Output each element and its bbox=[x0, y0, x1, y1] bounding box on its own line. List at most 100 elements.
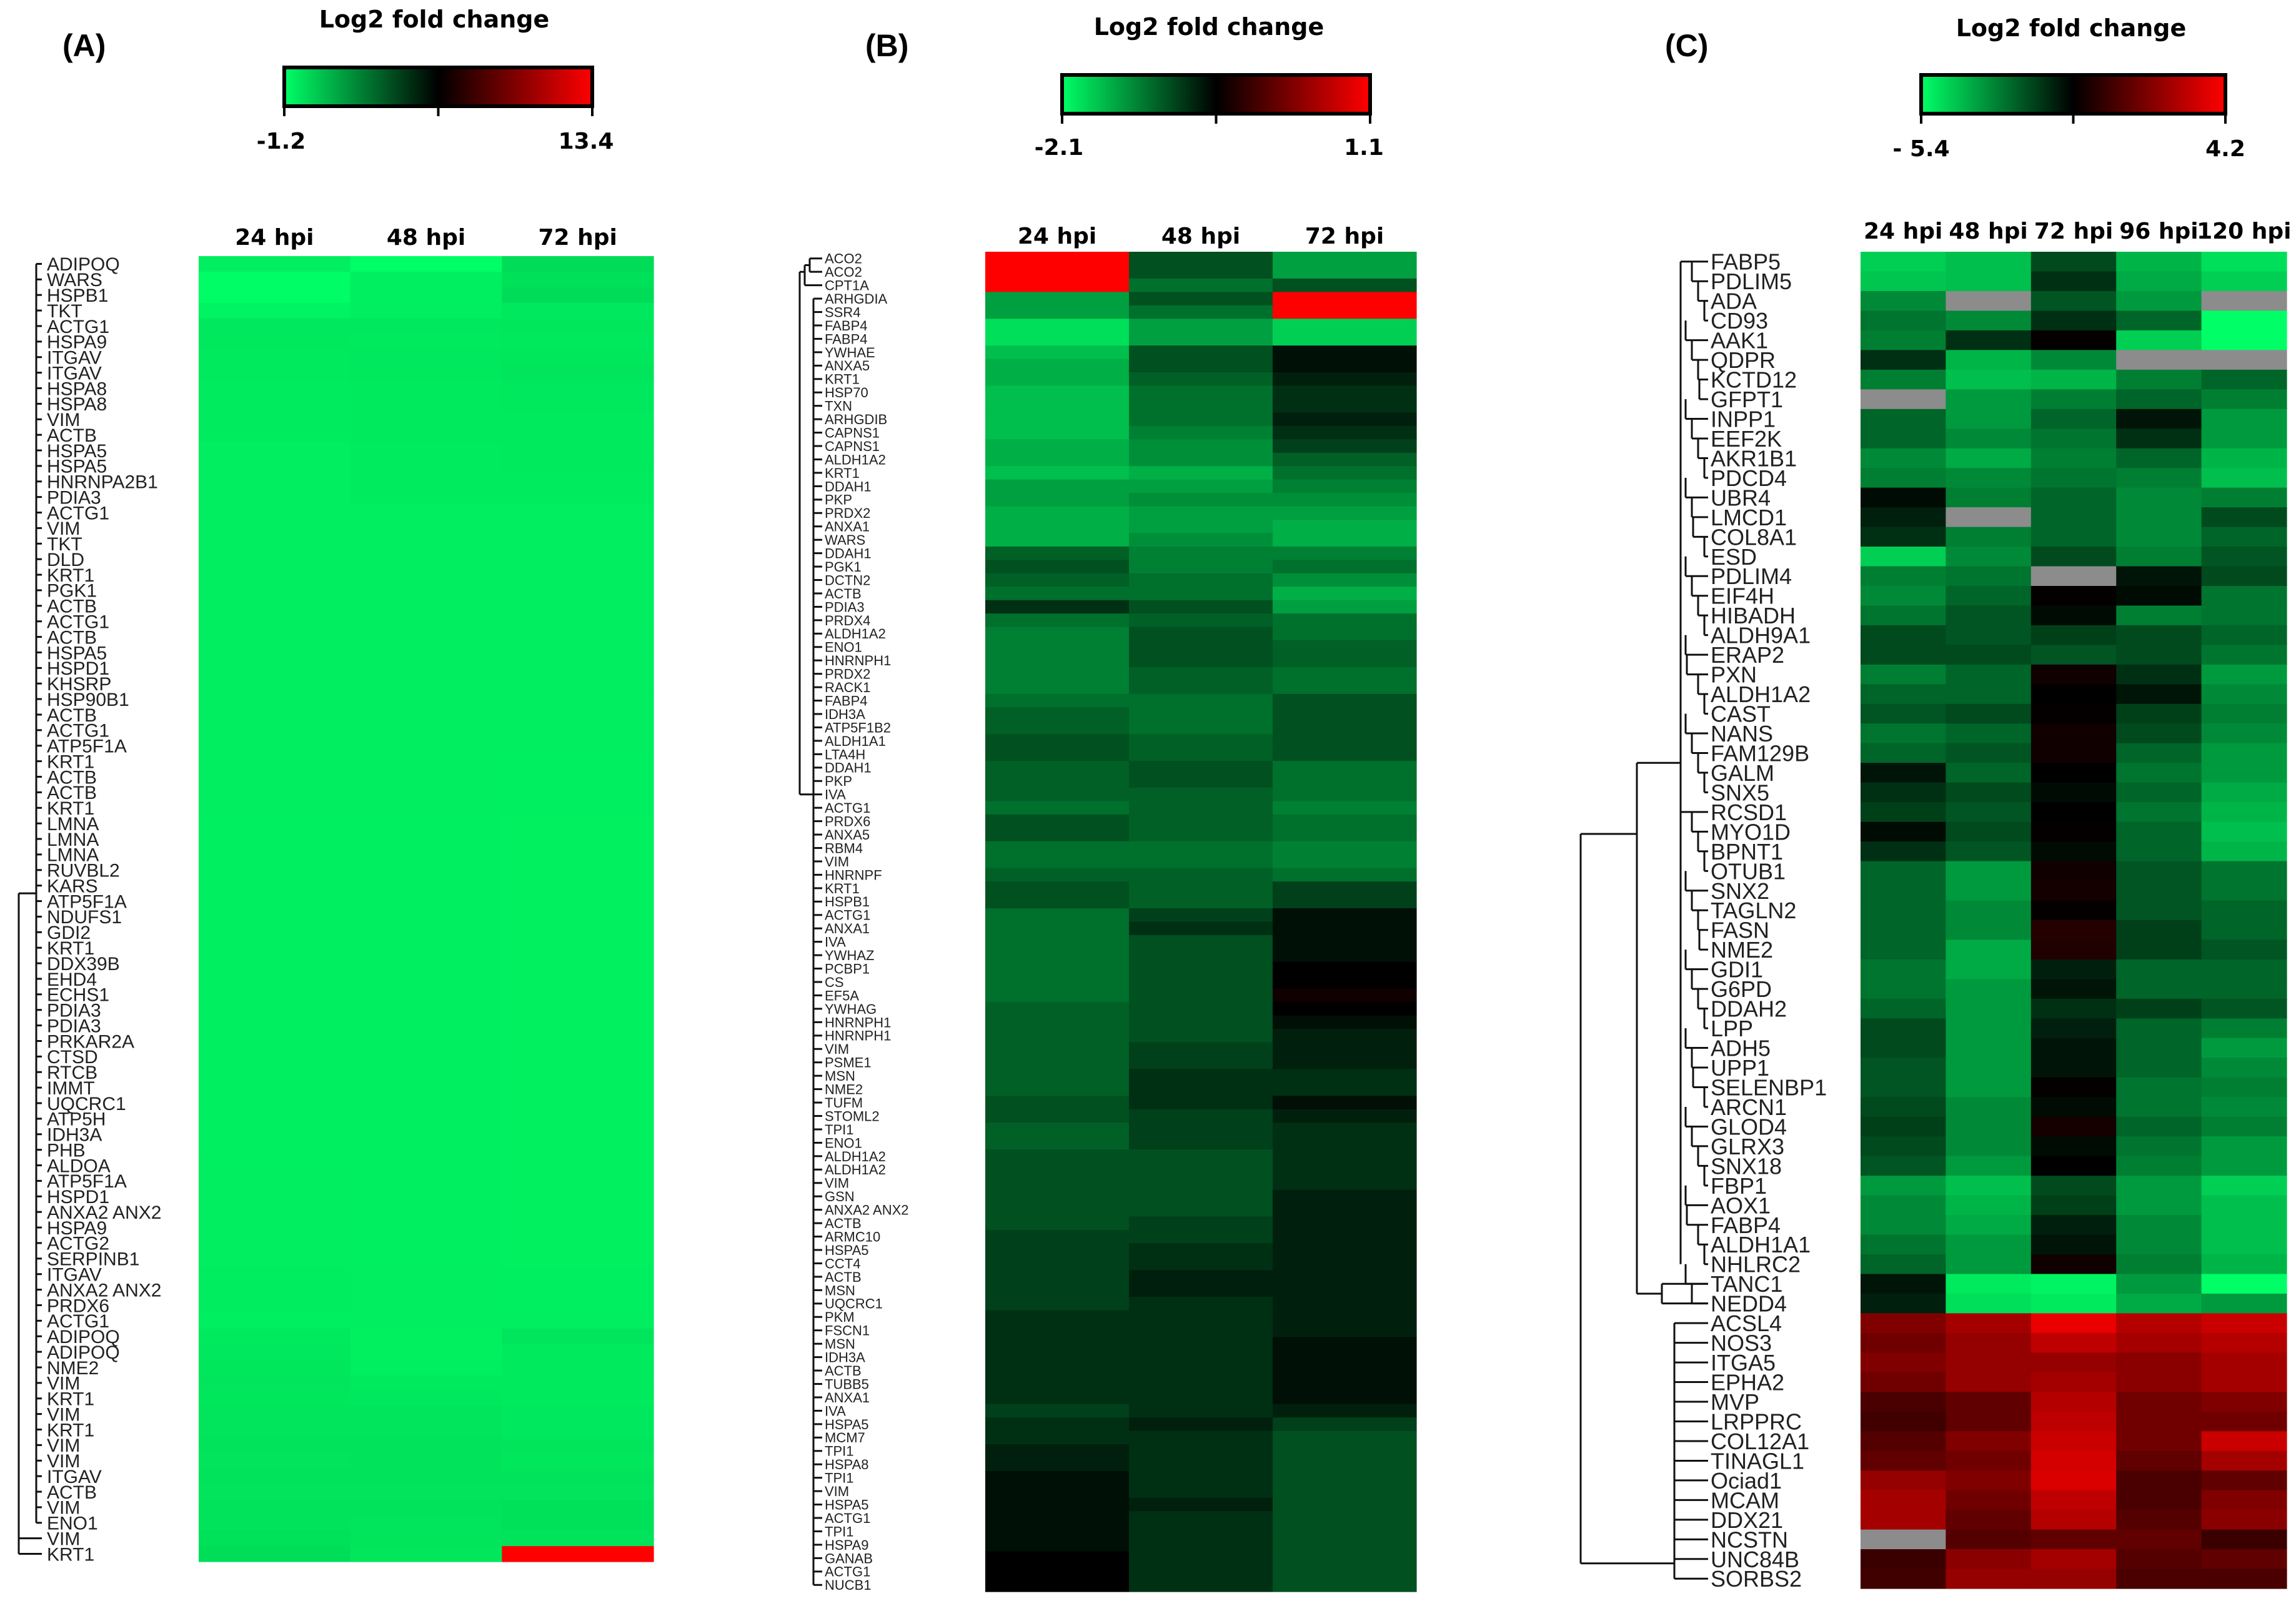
row-label: HSPB1 bbox=[825, 894, 870, 910]
row-label: KHSRP bbox=[47, 674, 111, 695]
heatmap-cell bbox=[2030, 330, 2117, 350]
heatmap-cell bbox=[350, 862, 502, 878]
row-label: DDAH2 bbox=[1711, 996, 1787, 1022]
heatmap-cell bbox=[1273, 1565, 1417, 1579]
panel-b-column-labels: 24 hpi 48 hpi 72 hpi bbox=[1018, 224, 1384, 249]
heatmap-cell bbox=[1946, 625, 2032, 646]
heatmap-cell bbox=[2030, 1215, 2117, 1236]
heatmap-cell bbox=[1273, 747, 1417, 761]
heatmap-cell bbox=[2030, 1254, 2117, 1275]
heatmap-cell bbox=[1129, 452, 1273, 467]
heatmap-cell bbox=[350, 1390, 502, 1407]
row-label: PDCD4 bbox=[1711, 465, 1787, 491]
heatmap-cell bbox=[1946, 1352, 2032, 1373]
heatmap-cell bbox=[1273, 1350, 1417, 1364]
heatmap-cell bbox=[1946, 1313, 2032, 1334]
heatmap-cell bbox=[1273, 788, 1417, 802]
heatmap-cell bbox=[1946, 448, 2032, 468]
heatmap-cell bbox=[985, 412, 1130, 427]
heatmap-cell bbox=[1129, 425, 1273, 440]
heatmap-cell bbox=[1273, 988, 1417, 1003]
heatmap-cell bbox=[2030, 782, 2117, 803]
heatmap-cell bbox=[502, 411, 654, 428]
heatmap-cell bbox=[2030, 429, 2117, 449]
heatmap-cell bbox=[502, 256, 654, 272]
heatmap-cell bbox=[350, 302, 502, 319]
heatmap-cell bbox=[502, 1111, 654, 1127]
row-label: FAM129B bbox=[1711, 740, 1809, 766]
row-label: ACTB bbox=[47, 597, 97, 617]
heatmap-cell bbox=[1129, 252, 1273, 266]
heatmap-cell bbox=[2030, 507, 2117, 528]
heatmap-cell bbox=[2201, 1529, 2287, 1550]
heatmap-cell bbox=[2201, 1195, 2287, 1216]
heatmap-cell bbox=[2201, 841, 2287, 862]
heatmap-cell bbox=[985, 961, 1130, 976]
heatmap-cell bbox=[350, 582, 502, 598]
row-label: HSPA5 bbox=[47, 441, 107, 462]
colorbar-gradient bbox=[1919, 73, 2227, 116]
heatmap-cell bbox=[2116, 487, 2202, 508]
heatmap-cell bbox=[199, 939, 351, 956]
row-label: DLD bbox=[47, 550, 84, 570]
heatmap-cell bbox=[2030, 605, 2117, 626]
heatmap-cell bbox=[502, 706, 654, 723]
heatmap-cell bbox=[2116, 310, 2202, 331]
heatmap-cell bbox=[2116, 1569, 2202, 1589]
row-label: HNRNPA2B1 bbox=[47, 472, 158, 493]
heatmap-cell bbox=[2116, 468, 2202, 488]
heatmap-cell bbox=[502, 1018, 654, 1034]
column-label: 72 hpi bbox=[538, 225, 617, 250]
heatmap-cell bbox=[2201, 1136, 2287, 1157]
row-label: LMNA bbox=[47, 845, 99, 866]
heatmap-cell bbox=[1273, 1149, 1417, 1164]
heatmap-cell bbox=[2030, 487, 2117, 508]
heatmap-cell bbox=[1946, 1470, 2032, 1491]
heatmap-cell bbox=[199, 691, 351, 708]
heatmap-cell bbox=[1861, 979, 1946, 999]
heatmap-cell bbox=[1273, 1337, 1417, 1351]
panel-c-colorbar-title: Log2 fold change bbox=[1956, 14, 2187, 42]
row-label: HSPA8 bbox=[47, 379, 107, 399]
heatmap-cell bbox=[985, 1551, 1130, 1565]
heatmap-cell bbox=[350, 1359, 502, 1376]
heatmap-cell bbox=[199, 365, 351, 381]
heatmap-cell bbox=[1273, 1056, 1417, 1070]
heatmap-cell bbox=[350, 1188, 502, 1205]
row-label: ARHGDIA bbox=[825, 291, 888, 307]
column-label: 24 hpi bbox=[1864, 219, 1942, 244]
row-label: TPI1 bbox=[825, 1470, 853, 1486]
heatmap-cell bbox=[985, 1136, 1130, 1150]
heatmap-cell bbox=[1273, 466, 1417, 480]
heatmap-cell bbox=[502, 302, 654, 319]
row-label: UQCRC1 bbox=[47, 1094, 126, 1114]
heatmap-cell bbox=[1946, 310, 2032, 331]
row-label: HSPA9 bbox=[47, 332, 107, 353]
heatmap-cell bbox=[2030, 802, 2117, 823]
heatmap-cell bbox=[1273, 1270, 1417, 1284]
heatmap-cell bbox=[199, 473, 351, 490]
heatmap-cell bbox=[1273, 1176, 1417, 1191]
heatmap-cell bbox=[1129, 600, 1273, 614]
heatmap-cell bbox=[1861, 1490, 1946, 1510]
heatmap-cell bbox=[1273, 1377, 1417, 1391]
heatmap-cell bbox=[1861, 1549, 1946, 1570]
heatmap-cell bbox=[1946, 1018, 2032, 1039]
heatmap-cell bbox=[2201, 369, 2287, 390]
heatmap-cell bbox=[1129, 385, 1273, 400]
row-label: TINAGL1 bbox=[1711, 1448, 1804, 1474]
heatmap-cell bbox=[350, 271, 502, 288]
heatmap-cell bbox=[350, 318, 502, 335]
row-label: LPP bbox=[1711, 1016, 1753, 1041]
heatmap-cell bbox=[350, 1157, 502, 1174]
heatmap-cell bbox=[1273, 1390, 1417, 1405]
heatmap-cell bbox=[1946, 1156, 2032, 1176]
heatmap-cell bbox=[1861, 1510, 1946, 1530]
heatmap-cell bbox=[985, 1324, 1130, 1338]
heatmap-cell bbox=[350, 893, 502, 910]
heatmap-cell bbox=[350, 1172, 502, 1189]
heatmap-cell bbox=[350, 1468, 502, 1485]
heatmap-cell bbox=[502, 1297, 654, 1314]
heatmap-cell bbox=[502, 909, 654, 925]
heatmap-cell bbox=[502, 1157, 654, 1174]
